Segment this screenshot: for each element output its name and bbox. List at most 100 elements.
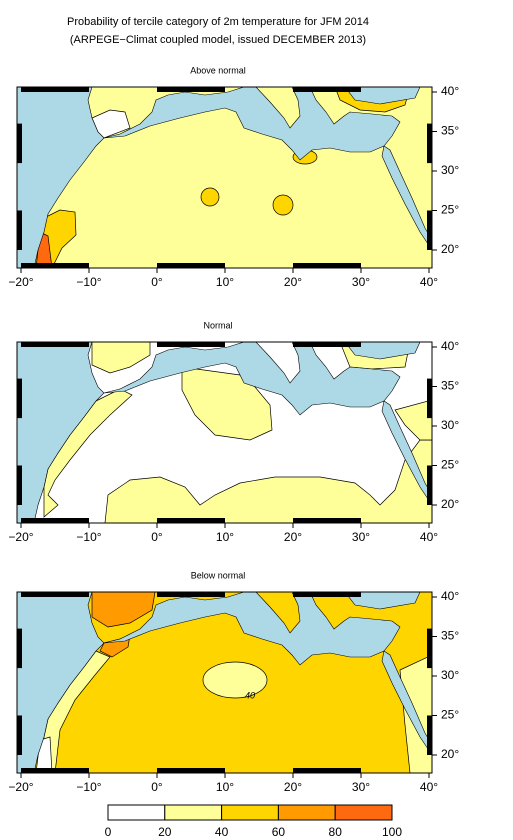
colorbar-tick-label: 40 (215, 825, 229, 839)
colorbar-box (334, 804, 393, 821)
colorbar: 0 20 40 60 80 100 (105, 804, 402, 839)
y-tick-label: 30° (441, 418, 459, 432)
x-tick-label: 10° (216, 275, 234, 289)
colorbar-tick-label: 20 (158, 825, 172, 839)
colorbar-box (277, 804, 336, 821)
colorbar-box (107, 804, 166, 821)
probability-region (91, 342, 151, 374)
x-tick-label: 20° (284, 780, 302, 794)
x-tick-label: 20° (284, 275, 302, 289)
y-tick-label: 30° (441, 668, 459, 682)
map-panel: Below normal 40 −20° −10° 0° 10° 20° 30° 40° 40° 3… (8, 570, 459, 794)
x-tick-label: −10° (76, 275, 101, 289)
frame-bar (17, 465, 22, 505)
figure-subtitle: (ARPEGE−Climat coupled model, issued DEC… (70, 34, 366, 46)
y-tick-label: 20° (441, 242, 459, 256)
colorbar-tick-label: 100 (382, 825, 402, 839)
y-tick-label: 30° (441, 163, 459, 177)
figure-title: Probability of tercile category of 2m te… (67, 16, 369, 28)
frame-bar (17, 628, 22, 669)
frame-bar (157, 263, 225, 268)
sea (344, 592, 421, 610)
y-tick-label: 25° (441, 708, 459, 722)
frame-bar (21, 342, 89, 347)
y-tick-label: 40° (441, 84, 459, 98)
sea (103, 342, 401, 416)
x-tick-label: 30° (352, 780, 370, 794)
probability-region (200, 187, 220, 207)
frame-bar (427, 715, 432, 755)
sea (344, 87, 421, 105)
frame-bar (293, 263, 361, 268)
x-tick-label: −20° (8, 780, 33, 794)
sea (344, 342, 421, 360)
colorbar-box (164, 804, 223, 821)
frame-bar (21, 87, 89, 92)
colorbar-box (221, 804, 279, 821)
y-tick-label: 25° (441, 203, 459, 217)
y-tick-label: 25° (441, 458, 459, 472)
x-tick-label: 0° (151, 530, 163, 544)
sea (103, 87, 401, 161)
panel-title: Below normal (191, 570, 246, 580)
map-area (17, 87, 432, 268)
probability-region (91, 592, 156, 628)
frame-bar (21, 592, 89, 597)
x-tick-label: −10° (76, 530, 101, 544)
y-tick-label: 35° (441, 629, 459, 643)
frame-bar (21, 518, 89, 523)
frame-bar (293, 342, 361, 347)
map-panel: Normal −20° −10° 0° 10° 20° 30° 40° 40° 35° 30° 25°… (8, 320, 459, 544)
y-tick-label: 40° (441, 589, 459, 603)
panel-title: Normal (203, 320, 232, 330)
map-area (17, 342, 432, 523)
frame-bar (157, 592, 225, 597)
sea (103, 592, 401, 666)
x-tick-label: −20° (8, 275, 33, 289)
frame-bar (427, 378, 432, 419)
frame-bar (293, 518, 361, 523)
frame-bar (427, 465, 432, 505)
frame-bar (157, 518, 225, 523)
x-tick-label: 10° (216, 530, 234, 544)
x-tick-label: 0° (151, 275, 163, 289)
sea (17, 342, 105, 523)
colorbar-tick-label: 0 (105, 825, 112, 839)
frame-bar (157, 342, 225, 347)
frame-bar (157, 768, 225, 773)
frame-bar (427, 210, 432, 250)
sea (17, 592, 105, 773)
sea (17, 87, 105, 268)
x-tick-label: 20° (284, 530, 302, 544)
probability-region (272, 194, 294, 216)
frame-bar (17, 378, 22, 419)
x-tick-label: 30° (352, 275, 370, 289)
sea (381, 650, 432, 756)
y-tick-label: 20° (441, 747, 459, 761)
frame-bar (427, 628, 432, 669)
y-tick-label: 20° (441, 497, 459, 511)
probability-region (394, 399, 432, 441)
panel-title: Above normal (190, 65, 246, 75)
frame-bar (293, 592, 361, 597)
x-tick-label: −20° (8, 530, 33, 544)
frame-bar (427, 123, 432, 164)
x-tick-label: 30° (352, 530, 370, 544)
y-tick-label: 40° (441, 339, 459, 353)
y-tick-label: 35° (441, 124, 459, 138)
x-tick-label: 10° (216, 780, 234, 794)
map-panel: Above normal −20° −10° 0° 10° 20° 30° 40° 40° 35°… (8, 65, 459, 289)
contour-label: 40 (245, 690, 255, 700)
sea (381, 145, 432, 251)
map-area (17, 592, 432, 773)
x-tick-label: 40° (420, 275, 438, 289)
frame-bar (17, 715, 22, 755)
x-tick-label: 40° (420, 780, 438, 794)
frame-bar (21, 263, 89, 268)
frame-bar (293, 768, 361, 773)
x-tick-label: −10° (76, 780, 101, 794)
colorbar-tick-label: 60 (272, 825, 286, 839)
sea (381, 400, 432, 506)
colorbar-tick-label: 80 (329, 825, 343, 839)
